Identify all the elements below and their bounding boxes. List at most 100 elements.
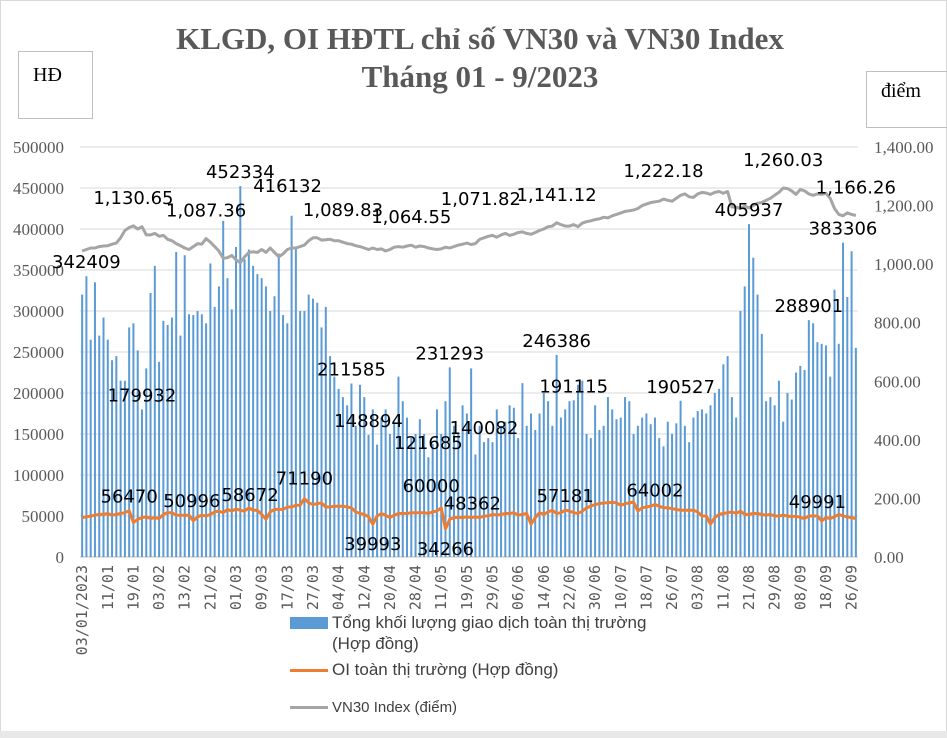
x-axis-tick-label: 29/05	[484, 565, 502, 610]
x-axis-tick-label: 19/05	[458, 565, 476, 610]
volume-bar	[264, 286, 267, 557]
volume-bar	[658, 438, 661, 557]
vn30-data-label: 1,064.55	[371, 207, 451, 228]
volume-bar	[624, 397, 627, 557]
volume-bar	[487, 438, 490, 557]
left-axis-tick-label: 500000	[13, 138, 64, 157]
x-axis-tick-label: 27/03	[304, 565, 322, 610]
volume-bar	[226, 278, 229, 557]
x-axis-tick-label: 09/03	[253, 565, 271, 610]
volume-bar	[722, 364, 725, 557]
right-axis-unit: điểm	[881, 80, 921, 102]
vn30-data-label: 1,260.03	[743, 150, 823, 171]
volume-bar	[726, 356, 729, 557]
volume-data-label: 405937	[715, 200, 784, 221]
left-axis-tick-label: 100000	[13, 466, 64, 485]
volume-bar	[628, 401, 631, 557]
volume-bar	[444, 401, 447, 557]
volume-bar	[512, 407, 515, 557]
x-axis-tick-label: 22/06	[560, 565, 578, 610]
volume-bar	[649, 424, 652, 557]
volume-data-label: 148894	[334, 411, 403, 432]
volume-bar	[153, 265, 156, 557]
x-axis-tick-label: 29/08	[766, 565, 784, 610]
volume-bar	[653, 417, 656, 557]
volume-bar	[183, 255, 186, 558]
x-axis-tick-label: 30/06	[586, 565, 604, 610]
volume-bar	[709, 405, 712, 557]
volume-bar	[812, 323, 815, 557]
volume-bar	[230, 309, 233, 557]
left-axis-tick-label: 300000	[13, 302, 64, 321]
volume-bar	[538, 413, 541, 557]
right-axis-tick-label: 1,200.00	[874, 197, 934, 216]
vn30-data-label: 1,089.83	[303, 200, 383, 221]
volume-bar	[837, 343, 840, 557]
volume-bar	[260, 278, 263, 557]
volume-bar	[380, 417, 383, 557]
vn30-data-label: 1,141.12	[517, 185, 597, 206]
volume-bar	[397, 376, 400, 557]
volume-bar	[820, 343, 823, 557]
volume-bar	[542, 393, 545, 557]
volume-bar	[683, 425, 686, 557]
volume-bar	[136, 350, 139, 557]
volume-bar	[807, 320, 810, 557]
volume-bar	[106, 339, 109, 557]
volume-bar	[427, 457, 430, 557]
vn30-data-label: 1,071.82	[441, 189, 521, 210]
volume-bar	[93, 282, 96, 557]
volume-bar	[188, 314, 191, 557]
volume-bar	[435, 409, 438, 557]
oi-data-label: 39993	[344, 534, 401, 555]
volume-bar	[773, 405, 776, 557]
volume-bar	[547, 401, 550, 557]
volume-bar	[803, 370, 806, 557]
volume-bar	[641, 417, 644, 557]
legend-swatch-oi	[290, 669, 328, 672]
volume-bar	[743, 286, 746, 557]
oi-data-label: 57181	[537, 486, 594, 507]
vn30-data-label: 1,130.65	[93, 188, 173, 209]
x-axis-tick-label: 18/07	[637, 565, 655, 610]
volume-bar	[718, 388, 721, 557]
x-axis-tick-label: 01/03	[227, 565, 245, 610]
vn30-data-label: 1,166.26	[816, 177, 896, 198]
volume-bar	[619, 417, 622, 557]
x-axis-tick-label: 21/08	[740, 565, 758, 610]
volume-bar	[795, 372, 798, 557]
volume-bar	[239, 186, 242, 557]
volume-bar	[376, 444, 379, 557]
right-axis-tick-label: 0.00	[874, 548, 904, 567]
vn30-data-label: 1,222.18	[623, 161, 703, 182]
volume-bar	[568, 401, 571, 557]
x-axis-tick-label: 11/05	[432, 565, 450, 610]
volume-bar	[324, 306, 327, 557]
volume-bar	[170, 317, 173, 557]
left-axis-unit-box: HĐ	[18, 51, 93, 119]
volume-data-label: 342409	[52, 252, 121, 273]
volume-bar	[329, 356, 332, 557]
oi-line	[81, 497, 857, 531]
volume-bar	[645, 413, 648, 557]
volume-bar	[448, 367, 451, 557]
volume-data-label: 416132	[253, 176, 322, 197]
right-axis-unit-box: điểm	[866, 71, 947, 128]
volume-bar	[320, 327, 323, 557]
volume-bar	[508, 405, 511, 557]
volume-bar	[205, 323, 208, 557]
volume-bar	[294, 247, 297, 558]
volume-bar	[534, 429, 537, 557]
volume-bar	[192, 315, 195, 557]
volume-bar	[846, 297, 849, 557]
chart-title: KLGD, OI HĐTL chỉ số VN30 và VN30 Index …	[100, 20, 860, 96]
x-axis-tick-label: 10/07	[612, 565, 630, 610]
volume-bar	[735, 417, 738, 557]
volume-bar	[572, 400, 575, 557]
volume-bar	[384, 409, 387, 557]
volume-bar	[209, 263, 212, 557]
volume-bar	[551, 425, 554, 557]
left-axis-tick-label: 0	[56, 548, 65, 567]
volume-bar	[410, 438, 413, 557]
